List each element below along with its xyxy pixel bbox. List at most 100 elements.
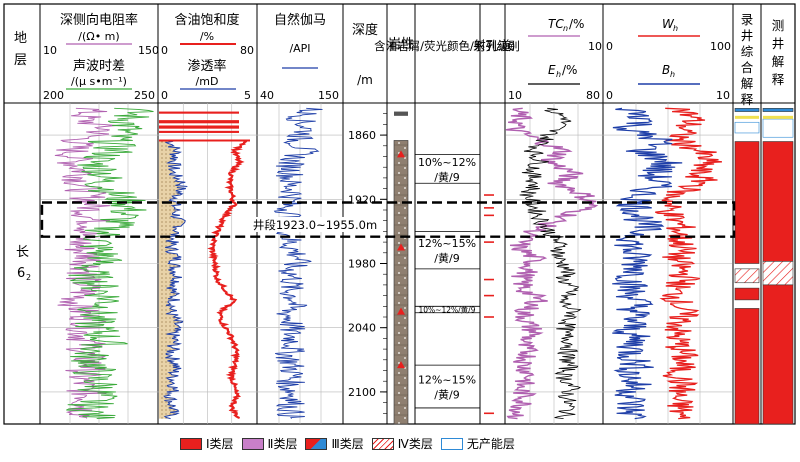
gamma-curve — [273, 107, 323, 419]
log-interp-interval — [762, 284, 794, 425]
saturation-bar — [159, 111, 239, 114]
lithology-cap — [394, 111, 408, 116]
show-interval-text: /黄/9 — [434, 251, 459, 265]
perm-max: 5 — [244, 89, 251, 102]
saturation-bar — [159, 125, 239, 129]
legend-label-nonproductive: 无产能层 — [466, 437, 515, 451]
legend-item-class1: Ⅰ类层 — [180, 435, 234, 452]
res-max: 150 — [138, 44, 159, 57]
interval-label-bg — [250, 217, 380, 232]
interval-label: 井段1923.0~1955.0m — [253, 218, 377, 232]
depth-tick-label: 1860 — [348, 129, 376, 142]
log-label-char: 测 — [772, 18, 785, 33]
header-perf: 射孔道 — [473, 38, 511, 53]
gr-max: 150 — [318, 89, 339, 102]
log-interp-strip — [763, 115, 793, 119]
mud-label-char: 释 — [741, 92, 754, 107]
mud-interp-interval — [734, 141, 760, 264]
plot-area: 1860192019802040210010%~12%/黄/912%~15%/黄… — [54, 107, 794, 425]
show-label: 含油岩屑/荧光颜色/系列级别 — [374, 39, 520, 53]
strata-name: 长 — [16, 245, 29, 260]
legend-label-class1: Ⅰ类层 — [206, 437, 234, 451]
log-interp-interval — [762, 141, 794, 262]
so-unit: /% — [200, 30, 214, 43]
eh-max: 80 — [586, 89, 600, 102]
saturation-bar — [159, 120, 239, 124]
resistivity-curve — [54, 107, 117, 419]
permeability-curve — [163, 139, 188, 420]
mud-label-char: 录 — [741, 12, 754, 27]
res-unit: /(Ω• m) — [78, 30, 119, 43]
show-interval-text: 12%~15% — [418, 374, 476, 387]
oil-show-marker — [397, 243, 405, 251]
log-interp-interval — [762, 108, 794, 112]
ac-unit: /(μ s•m⁻¹) — [71, 75, 127, 88]
gr-min: 40 — [260, 89, 274, 102]
tc-label: TC — [548, 17, 564, 31]
header-track1: 深侧向电阻率 /(Ω• m) 10 150 声波时差 /(μ s•m⁻¹) 20… — [43, 12, 159, 102]
mud-interp-interval — [734, 121, 760, 134]
legend-label-class2: Ⅱ类层 — [267, 437, 298, 451]
bh-curve — [612, 107, 683, 420]
gr-label: 自然伽马 — [274, 12, 326, 28]
wh-sub: h — [673, 24, 678, 33]
legend-swatch-nonproductive — [440, 437, 463, 450]
mud-interp-interval — [734, 268, 760, 284]
column-separators — [39, 4, 762, 424]
perm-min: 0 — [161, 89, 168, 102]
show-interval-text: 12%~15% — [418, 237, 476, 250]
wh-curve — [655, 107, 722, 420]
tc-unit: /% — [569, 17, 584, 31]
bh-sub: h — [670, 70, 675, 79]
legend-swatch-class2 — [241, 437, 264, 450]
lith-label: 岩性 — [388, 37, 414, 52]
mud-interp-interval — [734, 287, 760, 301]
tc-sub: n — [563, 24, 568, 33]
wh-min: 0 — [606, 40, 613, 53]
header-lith: 岩性 — [388, 37, 414, 52]
header-track3: 自然伽马 /API 40 150 — [260, 12, 339, 102]
wh-max: 100 — [710, 40, 731, 53]
saturation-curve — [207, 139, 248, 419]
header-track4: TC n /% 0 10 E h /% 10 80 — [508, 17, 602, 102]
strata-subsub: 2 — [26, 273, 31, 282]
depth-tick-label: 1980 — [348, 258, 376, 271]
ac-label: 声波时差 — [73, 59, 125, 74]
strata-header-char2: 层 — [14, 53, 27, 68]
highlight-interval: 井段1923.0~1955.0m — [40, 201, 736, 238]
show-interval-text: /黄/9 — [434, 388, 459, 402]
header-strata: 地 层 — [14, 31, 27, 68]
eh-sub: h — [556, 70, 561, 79]
legend-label-class3: Ⅲ类层 — [331, 437, 364, 451]
tc-min: 0 — [508, 40, 515, 53]
res-label: 深侧向电阻率 — [60, 12, 138, 28]
legend-item-class3: Ⅲ类层 — [305, 435, 364, 452]
ac-min: 200 — [43, 89, 64, 102]
so-min: 0 — [161, 44, 168, 57]
tc-max: 10 — [588, 40, 602, 53]
perf-label: 射孔道 — [473, 38, 511, 53]
eh-min: 10 — [508, 89, 522, 102]
ac-max: 250 — [134, 89, 155, 102]
legend-item-nonproductive: 无产能层 — [440, 435, 515, 452]
legend-swatch-class4 — [371, 437, 394, 450]
acoustic-curve — [66, 107, 154, 420]
depth-tick-label: 1920 — [348, 193, 376, 206]
mud-interp-interval — [734, 108, 760, 112]
strata-header-char1: 地 — [14, 31, 27, 46]
eh-curve — [519, 107, 582, 419]
legend-item-class2: Ⅱ类层 — [241, 435, 298, 452]
legend-item-class4: Ⅳ类层 — [371, 435, 433, 452]
mud-interp-interval — [734, 308, 760, 425]
legend-label-class4: Ⅳ类层 — [397, 437, 433, 451]
show-interval-text: /黄/9 — [434, 170, 459, 184]
header-track5: W h 0 100 B h 0 10 — [606, 17, 731, 102]
eh-label: E — [548, 63, 556, 77]
log-label-char: 井 — [772, 36, 785, 51]
res-min: 10 — [43, 44, 57, 57]
legend-swatch-class1 — [180, 437, 202, 450]
legend: Ⅰ类层 Ⅱ类层 Ⅲ类层 Ⅳ类层 无产能层 — [180, 435, 515, 452]
